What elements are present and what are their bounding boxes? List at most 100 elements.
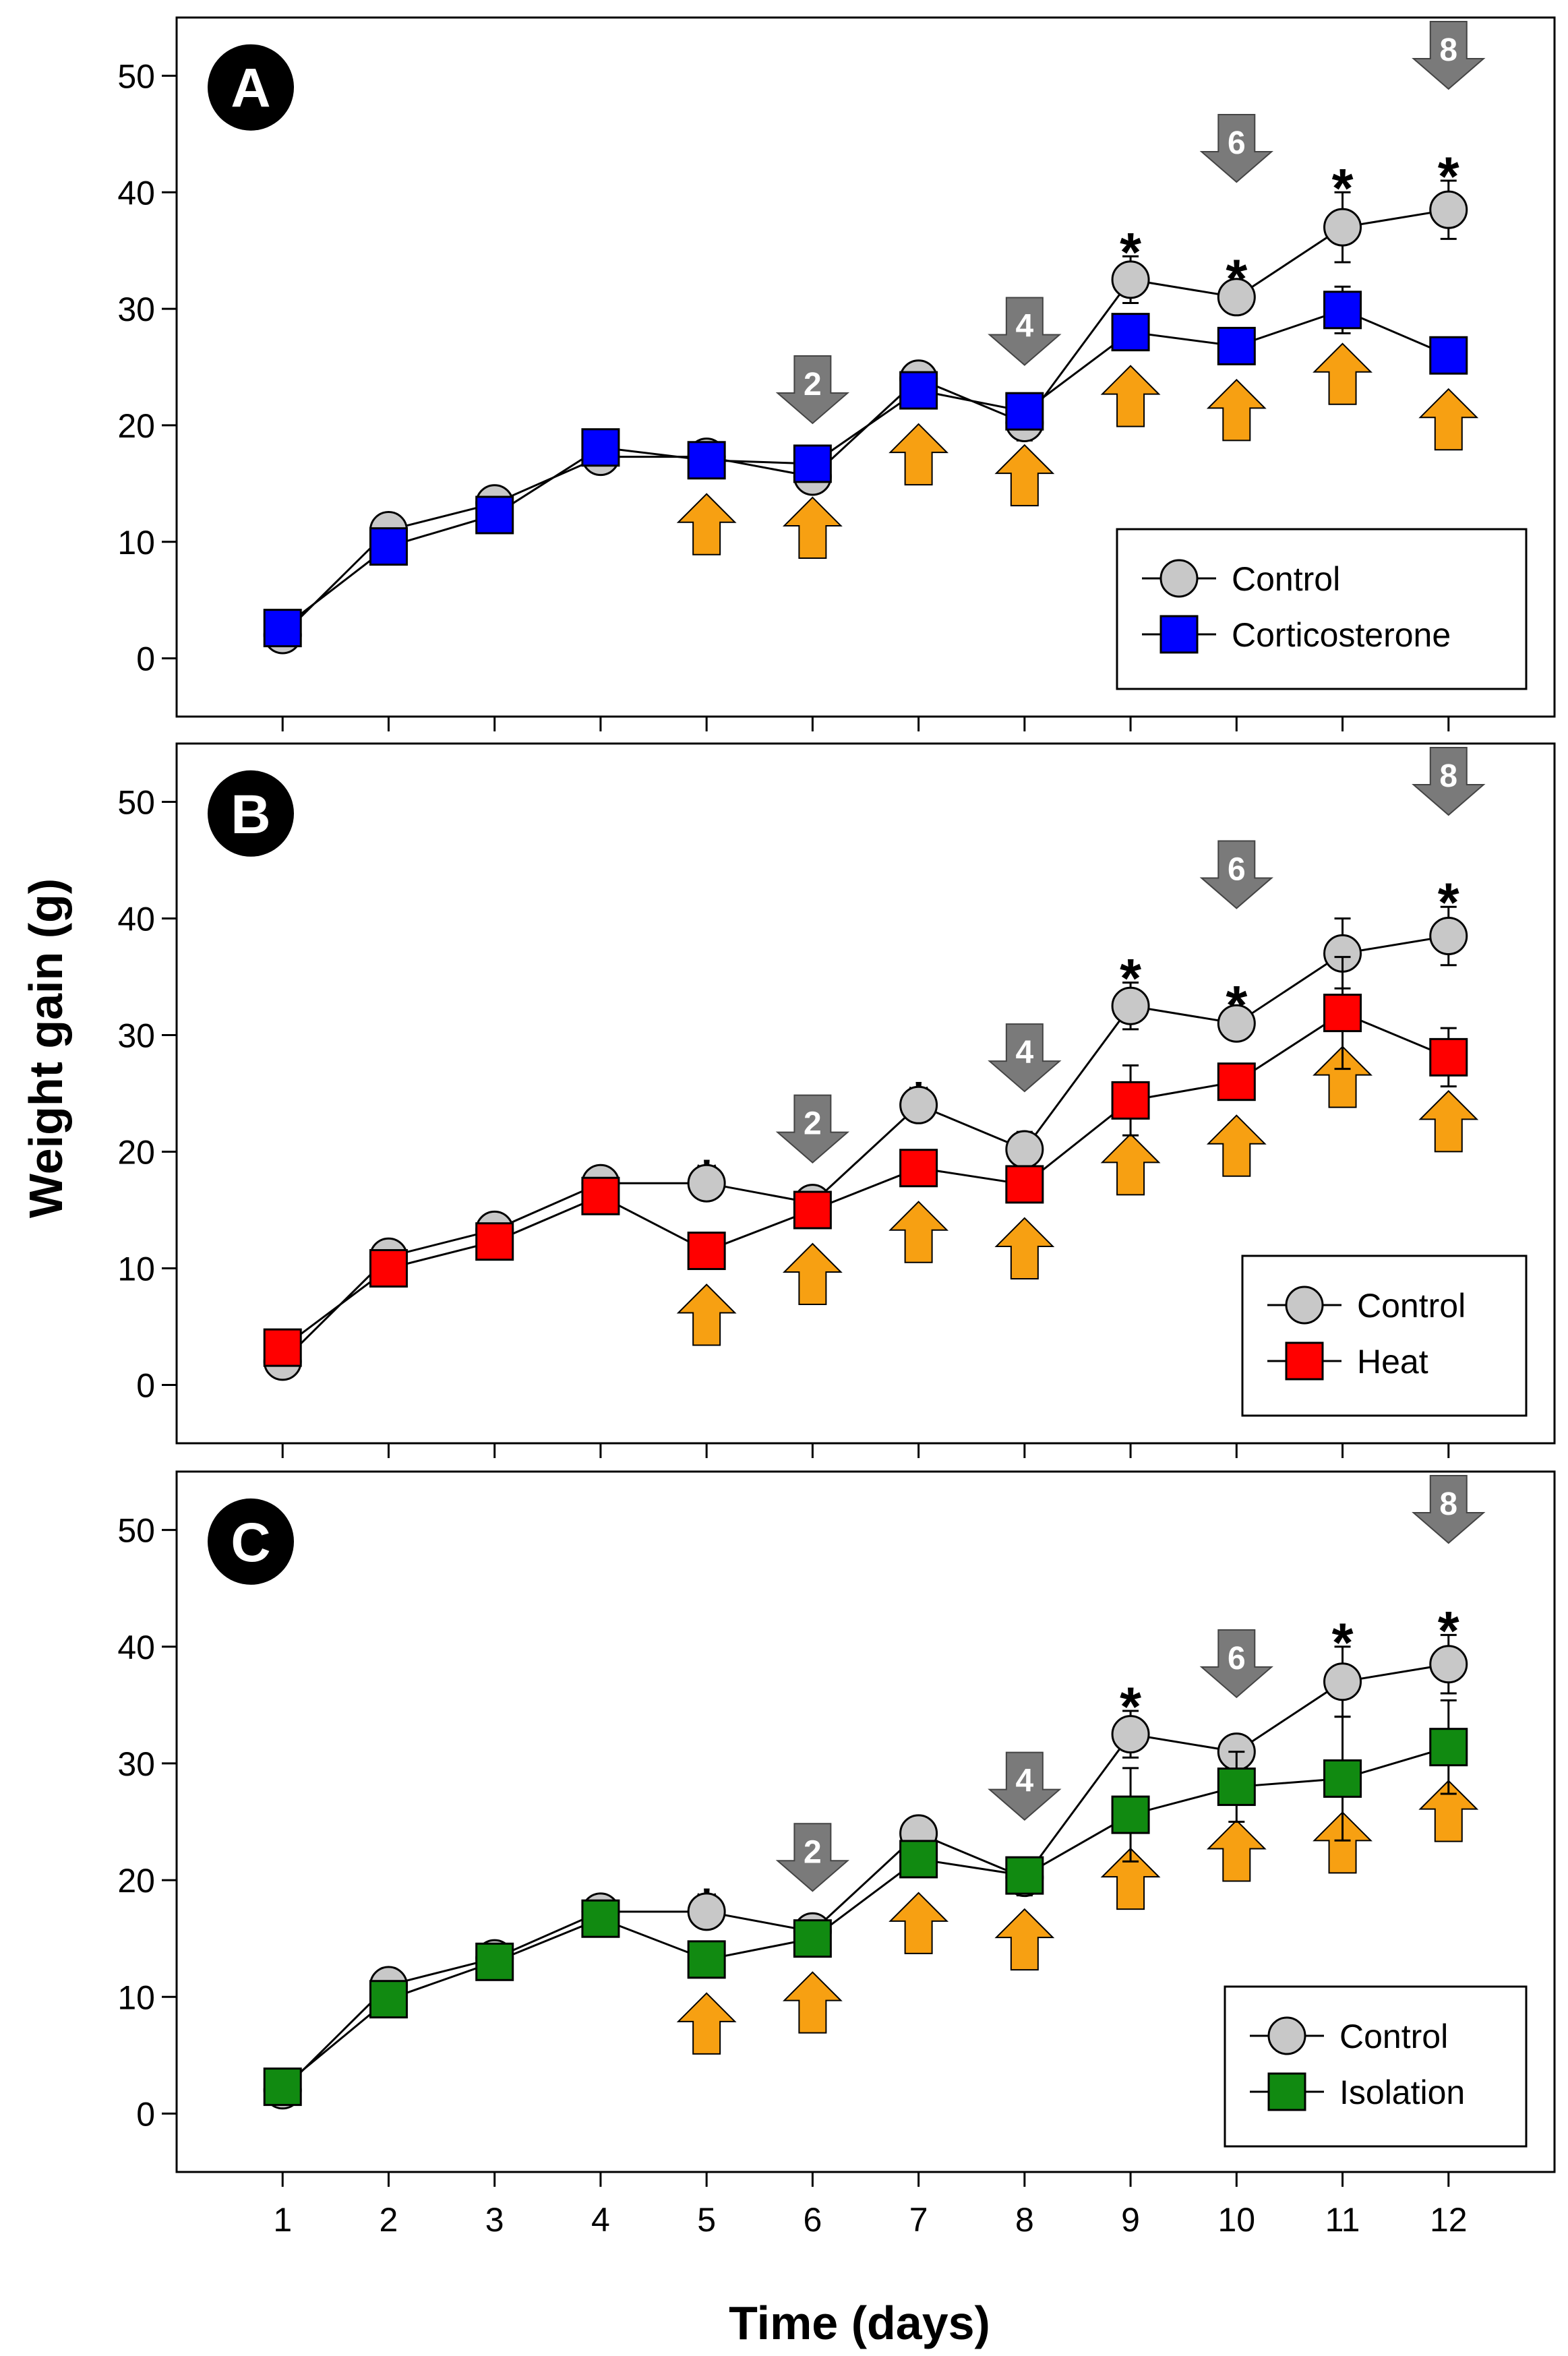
data-point-square: [369, 1249, 408, 1288]
y-tick-label: 40: [117, 1629, 155, 1666]
data-point-square: [1323, 291, 1362, 330]
y-tick-label: 0: [136, 2095, 155, 2133]
plot-frame: [175, 16, 1556, 718]
down-arrow-label: 6: [1228, 1641, 1246, 1677]
y-tick-label: 0: [136, 640, 155, 678]
y-axis-title: Weight gain (g): [20, 878, 72, 1218]
down-arrow: [775, 1823, 850, 1892]
y-tick-label: 10: [117, 524, 155, 562]
data-point-circle: [687, 1892, 726, 1931]
down-arrow-label: 6: [1228, 851, 1246, 887]
y-tick-label: 20: [117, 1134, 155, 1172]
data-point-square: [1217, 1768, 1256, 1807]
y-tick-label: 0: [136, 1367, 155, 1405]
legend-marker-circle: [1159, 559, 1199, 598]
y-tick-label: 30: [117, 1017, 155, 1055]
data-point-circle: [1429, 916, 1468, 955]
data-point-square: [581, 428, 620, 467]
data-point-circle: [1111, 986, 1150, 1025]
data-point-square: [793, 1190, 832, 1230]
data-point-circle: [899, 1085, 938, 1124]
data-point-square: [1111, 1081, 1150, 1120]
series-corticosterone: [263, 285, 1468, 648]
treatment-up-arrow: [888, 423, 949, 486]
y-tick-label: 20: [117, 407, 155, 445]
treatment-up-arrow: [782, 1242, 843, 1305]
down-arrow-label: 2: [804, 1834, 822, 1870]
treatment-up-arrow: [1418, 388, 1479, 451]
legend-box: [1116, 528, 1528, 690]
data-point-circle: [1217, 1004, 1256, 1043]
legend-label: Heat: [1357, 1343, 1428, 1381]
data-point-square: [1111, 1795, 1150, 1834]
data-point-square: [687, 1940, 726, 1979]
data-point-square: [263, 609, 302, 648]
data-point-square: [687, 441, 726, 480]
treatment-up-arrow: [994, 1908, 1055, 1971]
data-point-square: [899, 1840, 938, 1879]
panel-letter-badge: [208, 770, 294, 857]
data-point-square: [1005, 392, 1044, 431]
data-point-circle: [1005, 1130, 1044, 1169]
down-arrow-label: 2: [804, 1106, 822, 1142]
data-point-square: [369, 527, 408, 566]
treatment-up-arrow: [1313, 342, 1373, 405]
treatment-up-arrow: [1418, 1780, 1479, 1842]
y-tick-label: 40: [117, 174, 155, 212]
treatment-up-arrow: [888, 1201, 949, 1263]
down-arrow: [1199, 1629, 1273, 1699]
legend-label: Control: [1357, 1287, 1466, 1325]
x-tick-label: 12: [1430, 2201, 1468, 2239]
down-arrow-label: 2: [804, 367, 822, 402]
x-tick-label: 10: [1217, 2201, 1255, 2239]
data-point-square: [475, 495, 514, 535]
treatment-up-arrow: [1100, 1847, 1161, 1910]
treatment-up-arrow: [676, 1992, 737, 2055]
data-point-circle: [687, 1164, 726, 1203]
x-tick-label: 11: [1325, 2201, 1360, 2239]
treatment-up-arrow: [1206, 378, 1267, 442]
down-arrow: [1199, 114, 1273, 183]
treatment-up-arrow: [782, 496, 843, 559]
data-point-square: [1111, 313, 1150, 352]
panel-letter-badge: [208, 1498, 294, 1585]
legend: Control Heat: [1241, 1255, 1528, 1417]
legend-box: [1224, 1985, 1528, 2148]
treatment-up-arrow: [676, 1283, 737, 1346]
x-axis-title: Time (days): [729, 2297, 990, 2349]
legend-label: Corticosterone: [1232, 616, 1451, 654]
y-tick-label: 30: [117, 291, 155, 328]
treatment-up-arrow: [994, 444, 1055, 507]
y-tick-label: 20: [117, 1862, 155, 1900]
plot-frame: [175, 1470, 1556, 2173]
down-arrow: [988, 297, 1062, 366]
data-point-circle: [1111, 1715, 1150, 1754]
data-point-square: [899, 371, 938, 410]
data-point-square: [475, 1942, 514, 1981]
treatment-up-arrow: [1100, 365, 1161, 427]
x-tick-label: 7: [909, 2201, 928, 2239]
down-arrow-label: 4: [1015, 1763, 1033, 1799]
data-point-square: [581, 1899, 620, 1938]
y-tick-label: 50: [117, 57, 155, 95]
legend-label: Control: [1232, 560, 1340, 598]
down-arrow: [1412, 747, 1486, 816]
data-point-square: [369, 1980, 408, 2019]
legend-marker-square: [1267, 2072, 1306, 2111]
down-arrow: [1412, 21, 1486, 90]
down-arrow-label: 6: [1228, 125, 1246, 161]
data-point-square: [793, 1919, 832, 1958]
data-point-square: [475, 1222, 514, 1261]
data-point-square: [1323, 994, 1362, 1033]
data-point-square: [687, 1232, 726, 1271]
legend-marker-circle: [1285, 1286, 1324, 1325]
plot-frame: [175, 742, 1556, 1445]
legend-label: Isolation: [1339, 2074, 1465, 2111]
legend-box: [1241, 1255, 1528, 1417]
treatment-up-arrow: [782, 1971, 843, 2034]
x-tick-label: 1: [273, 2201, 292, 2239]
down-arrow-label: 8: [1439, 1486, 1457, 1522]
data-point-circle: [1323, 1662, 1362, 1701]
legend-marker-square: [1285, 1341, 1324, 1381]
series-heat: [263, 956, 1468, 1367]
